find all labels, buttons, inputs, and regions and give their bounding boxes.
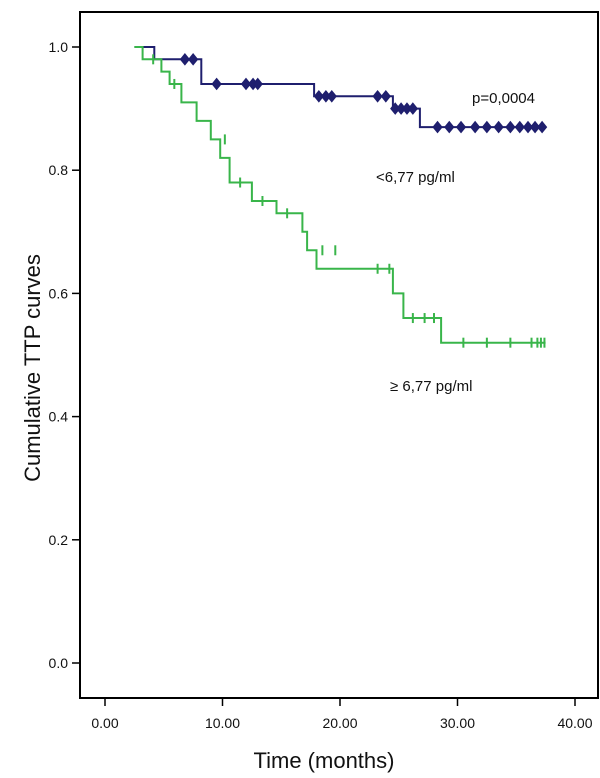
x-tick-label: 0.00 — [91, 715, 118, 731]
censored-marker — [529, 120, 541, 134]
censored-marker — [505, 120, 516, 134]
x-tick-label: 40.00 — [557, 715, 592, 731]
censored-marker — [514, 120, 525, 134]
axis-ticks: 0.00 10.00 20.00 30.00 40.00 0.0 0.2 0.4 0.6 0.8 1… — [49, 39, 593, 731]
censored-marker — [407, 102, 418, 115]
low-group-label: <6,77 pg/ml — [376, 169, 455, 186]
censored-marker — [372, 89, 383, 103]
high-group-label: ≥ 6,77 pg/ml — [390, 378, 472, 395]
y-tick-label: 0.6 — [49, 285, 69, 301]
censored-marker — [481, 120, 493, 134]
censored-marker — [455, 120, 467, 134]
survival-step-line — [134, 46, 546, 129]
plot-frame — [79, 11, 599, 699]
y-tick-label: 0.0 — [49, 655, 69, 671]
series-group — [134, 46, 546, 348]
y-tick-label: 0.8 — [49, 162, 69, 178]
y-axis-title: Cumulative TTP curves — [20, 254, 45, 482]
censored-marker — [536, 120, 548, 134]
censored-marker — [522, 120, 534, 134]
censored-marker — [211, 77, 222, 91]
p-value-annotation: p=0,0004 — [472, 90, 535, 107]
x-tick-label: 30.00 — [440, 715, 475, 731]
x-tick-label: 10.00 — [205, 715, 240, 731]
censored-marker — [326, 89, 337, 103]
series-group — [134, 46, 548, 134]
censored-marker — [313, 89, 324, 103]
censored-marker — [187, 53, 199, 66]
censored-marker — [469, 120, 481, 134]
censored-marker — [432, 120, 443, 134]
y-tick-label: 1.0 — [49, 39, 69, 55]
series-layer — [134, 46, 548, 348]
y-tick-label: 0.2 — [49, 532, 69, 548]
censored-marker — [380, 89, 391, 103]
censored-marker — [252, 77, 263, 91]
censored-marker — [240, 77, 252, 91]
censored-marker — [444, 120, 455, 134]
censored-marker — [493, 120, 504, 134]
x-tick-label: 20.00 — [322, 715, 357, 731]
y-tick-label: 0.4 — [49, 409, 69, 425]
x-axis-title: Time (months) — [254, 748, 395, 773]
censored-marker — [179, 53, 191, 66]
